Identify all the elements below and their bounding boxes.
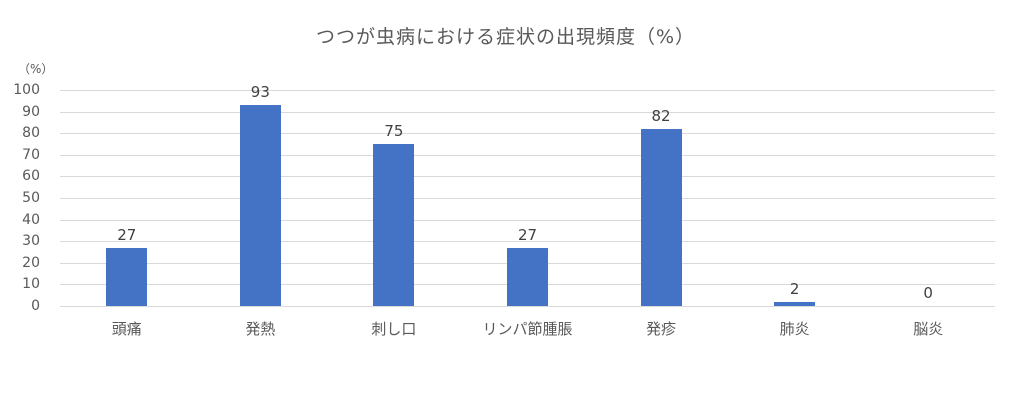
bar[interactable] [640, 128, 682, 306]
gridline [60, 111, 995, 113]
y-tick-label: 70 [22, 146, 40, 163]
x-tick-label: 肺炎 [779, 320, 810, 338]
bar[interactable] [373, 144, 415, 306]
y-axis-unit: （%） [18, 62, 54, 76]
x-tick-label: 刺し口 [371, 320, 417, 338]
y-tick-label: 40 [22, 211, 40, 228]
data-label: 75 [384, 122, 404, 140]
y-tick-label: 90 [22, 103, 40, 120]
data-label: 2 [789, 279, 800, 298]
gridline [60, 306, 995, 307]
gridline [60, 219, 995, 221]
y-tick-label: 80 [22, 125, 40, 142]
bar[interactable] [507, 247, 548, 306]
y-tick-label: 100 [13, 82, 40, 98]
gridline [60, 133, 995, 135]
bar[interactable] [106, 247, 148, 306]
gridline [60, 241, 995, 243]
y-tick-label: 30 [22, 233, 40, 250]
y-tick-label: 0 [31, 298, 40, 314]
data-label: 27 [117, 225, 137, 244]
gridline [60, 90, 995, 91]
y-tick-label: 20 [22, 254, 40, 271]
gridline [60, 176, 995, 178]
x-tick-label: 頭痛 [111, 320, 142, 338]
data-label: 82 [651, 106, 671, 125]
data-label: 0 [923, 284, 933, 302]
bar[interactable] [774, 301, 816, 306]
x-tick-label: リンパ節腫脹 [482, 320, 573, 338]
x-tick-label: 発熱 [245, 320, 276, 338]
y-tick-label: 10 [22, 276, 40, 293]
bar[interactable] [239, 105, 281, 306]
data-label: 27 [517, 225, 538, 244]
x-tick-label: 脳炎 [913, 320, 944, 338]
gridline [60, 154, 995, 156]
chart-title: つつが虫病における症状の出現頻度（%） [315, 26, 696, 48]
x-tick-label: 発疹 [646, 320, 677, 338]
data-label: 93 [250, 83, 270, 102]
gridline [60, 198, 995, 199]
y-tick-label: 50 [22, 190, 40, 206]
y-tick-label: 60 [22, 168, 40, 185]
plot-area: 27 93 75 27 82 2 0 [60, 83, 995, 307]
